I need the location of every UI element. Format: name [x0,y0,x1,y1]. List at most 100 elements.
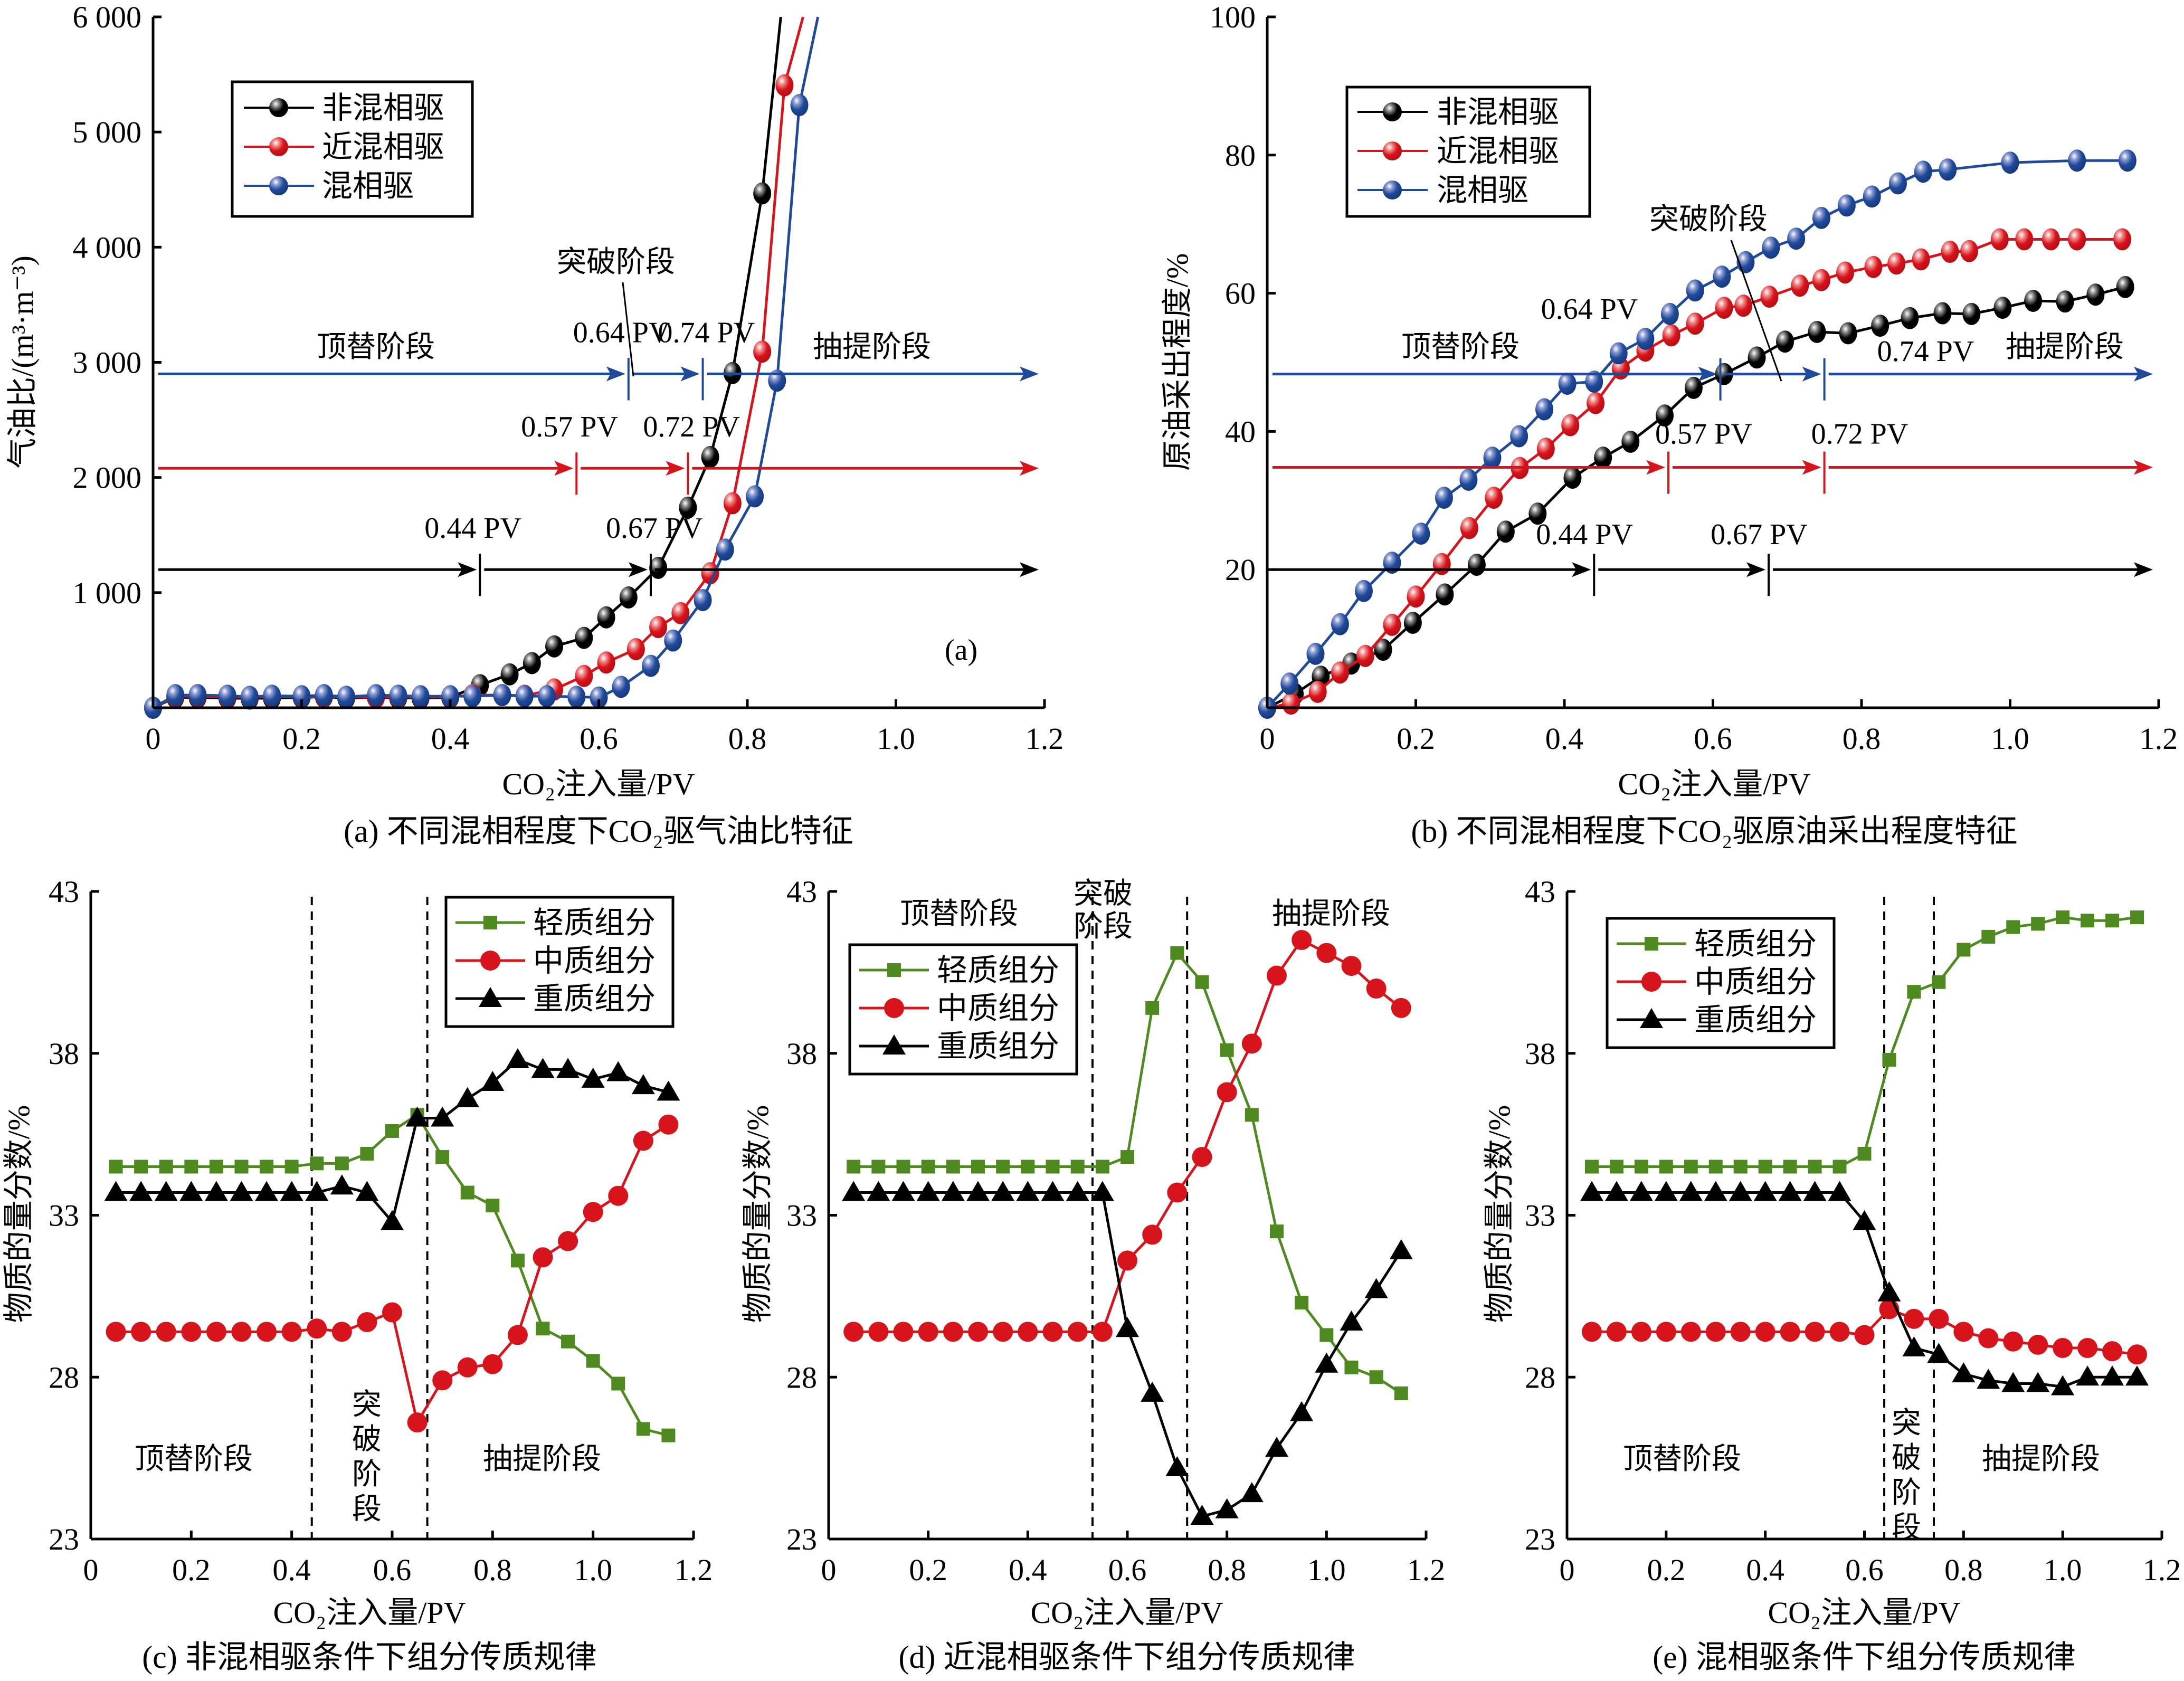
data-point-circle [281,1322,302,1342]
data-point-circle [1581,1322,1602,1342]
x-tick-label: 0.6 [580,721,618,756]
y-tick-label: 38 [49,1037,79,1071]
vertical-label-char: 段 [1892,1512,1921,1544]
data-point-square [1344,1360,1359,1374]
data-point-square [1170,946,1184,960]
y-tick-label: 20 [1225,553,1256,587]
data-point-triangle [1190,1505,1214,1525]
data-point-triangle [1016,1181,1040,1201]
caption: (e) 混相驱条件下组分传质规律 [1653,1640,2076,1675]
data-point-circle [1656,1322,1676,1342]
data-point [1914,160,1932,183]
data-point [1791,274,1809,297]
data-point-square [1659,1160,1673,1174]
data-point [1812,269,1830,291]
data-point [1962,302,1981,325]
x-tick-label: 0 [1560,1553,1575,1587]
data-point-circle [1631,1322,1651,1342]
data-point [1331,613,1349,635]
data-point [1331,661,1349,684]
data-point [2086,283,2105,306]
data-point [753,182,772,205]
data-point [1660,302,1679,325]
data-point-square [561,1334,575,1348]
data-point-triangle [1066,1181,1089,1201]
data-point [1282,692,1300,715]
data-point-circle [1391,998,1411,1018]
data-point-circle [583,1202,603,1222]
data-point-square [586,1354,600,1368]
data-point-circle [1366,979,1387,999]
data-point-triangle [1364,1278,1388,1298]
data-point-square [1046,1160,1060,1174]
data-point [1558,373,1577,395]
data-point-circle [206,1322,226,1342]
data-point-circle [2102,1341,2123,1362]
data-point [1536,438,1555,460]
data-point-square [284,1160,299,1174]
x-axis-label: CO₂注入量/PV [1768,1595,1960,1630]
stage-boundary-label: 0.44 PV [424,512,521,545]
data-point [1435,487,1453,509]
x-tick-label: 0.2 [172,1553,211,1587]
data-point-triangle [2001,1372,2025,1392]
data-point [545,635,564,658]
data-point [1483,447,1502,469]
data-point [500,663,519,686]
data-point-triangle [355,1181,379,1201]
stage-arrows: 0.64 PV 0.74 PV 0.57 PV 0.72 PV 0.44 PV 0.67 … [1273,293,2153,596]
y-axis-label: 物质的量分数/% [1482,1105,1516,1323]
data-point-triangle [154,1181,178,1201]
data-point-triangle [506,1048,529,1069]
panel-label: (a) [945,634,977,667]
stage-label-displacement: 顶替阶段 [135,1443,253,1476]
data-point [575,664,593,687]
x-tick-label: 1.2 [1025,721,1064,756]
data-point-triangle [305,1181,329,1201]
data-point-circle [106,1322,126,1342]
stage-boundary-label: 0.74 PV [1877,335,1974,368]
data-point-circle [1705,1322,1726,1342]
data-point-circle [1953,1322,1974,1342]
stage-label-breakthrough-vertical: 突破阶段 [1892,1407,1921,1544]
stage-label-extraction: 抽提阶段 [1272,898,1390,930]
data-point-circle [357,1312,377,1332]
stage-label-breakthrough: 突破阶段 [1649,203,1768,236]
data-point-triangle [1803,1181,1827,1201]
data-point-square [109,1160,123,1174]
stage-arrow-head [1646,460,1666,475]
data-point [1901,307,1919,329]
data-point-square [2130,910,2144,925]
data-point-square [360,1146,374,1161]
x-tick-label: 0.8 [1208,1553,1246,1587]
data-point-triangle [2026,1372,2050,1392]
series-line-square [116,1113,669,1437]
y-tick-label: 43 [786,875,817,909]
data-point [1609,342,1628,365]
stage-label-extraction: 抽提阶段 [2006,331,2124,364]
data-point-square [1758,1160,1772,1174]
data-point-triangle [1041,1181,1065,1201]
caption: (b) 不同混相程度下CO₂驱原油采出程度特征 [1411,814,2017,849]
data-point-triangle [1290,1401,1314,1421]
data-point [1812,206,1830,229]
legend-marker-circle [480,951,500,971]
legend-marker-immiscible [269,98,288,117]
data-point-circle [1042,1322,1063,1342]
data-point [218,685,236,707]
y-tick-label: 4 000 [73,230,142,264]
data-point-circle [2077,1338,2098,1359]
data-point-square [1095,1160,1109,1174]
data-point [612,676,630,698]
legend-label-immiscible: 非混相驱 [1437,95,1559,129]
x-tick-label: 0 [1260,721,1275,756]
stage-label-breakthrough: 突破阶段 [557,246,675,279]
vertical-label-char: 破 [352,1423,382,1456]
stage-boundary-label: 0.64 PV [1541,293,1638,326]
data-point-triangle [1853,1210,1876,1230]
data-point-triangle [1165,1456,1189,1477]
stage-arrow-head [2134,562,2153,577]
data-point-square [1981,929,1996,944]
stage-boundary-label: 0.67 PV [1711,518,1808,551]
data-point-circle [156,1322,176,1342]
